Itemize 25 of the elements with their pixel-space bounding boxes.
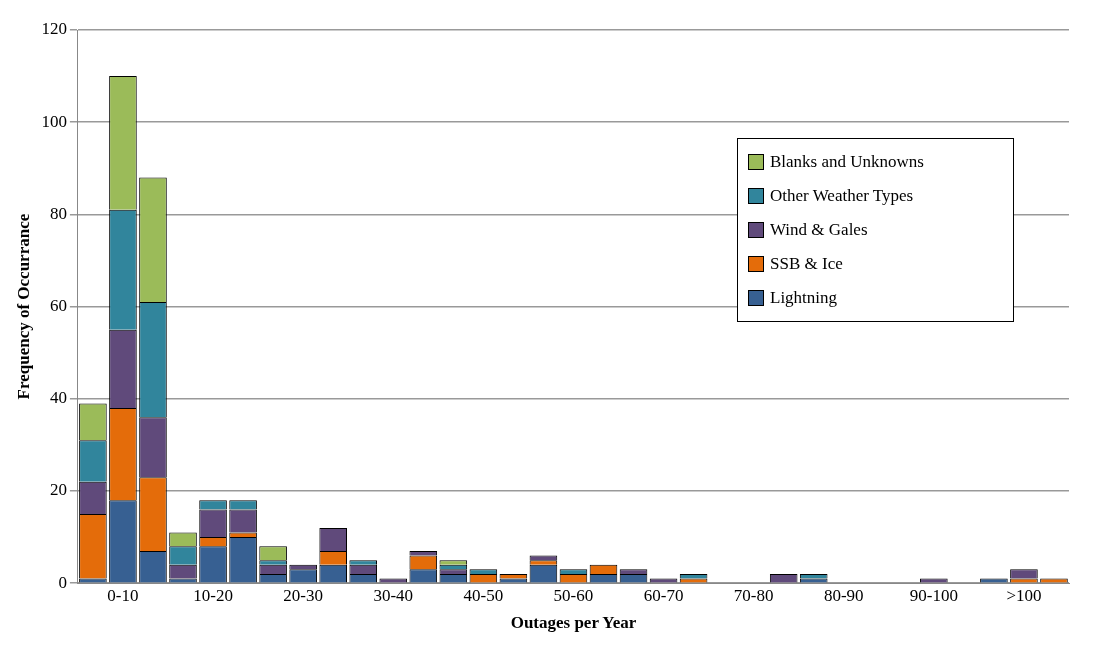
x-tick-label: 70-80 xyxy=(733,585,774,605)
y-tick-label: 120 xyxy=(41,19,67,39)
x-tick-label: 90-100 xyxy=(909,585,958,605)
y-tick-label: 20 xyxy=(49,480,67,500)
y-tick-label: 100 xyxy=(41,111,67,131)
x-tick-label: 0-10 xyxy=(107,585,139,605)
x-axis-title: Outages per Year xyxy=(510,613,637,633)
x-tick-label: >100 xyxy=(1006,585,1042,605)
y-tick-label: 60 xyxy=(49,296,67,316)
legend-label: Blanks and Unknowns xyxy=(770,152,924,172)
y-axis-title: Frequency of Occurrance xyxy=(13,213,33,400)
legend-label: SSB & Ice xyxy=(770,254,843,274)
x-tick-label: 60-70 xyxy=(643,585,684,605)
x-tick-label: 80-90 xyxy=(823,585,864,605)
x-tick-label: 20-30 xyxy=(283,585,323,605)
y-tick-label: 40 xyxy=(49,388,67,408)
legend-label: Lightning xyxy=(770,288,838,308)
x-tick-label: 10-20 xyxy=(193,585,233,605)
y-tick-label: 0 xyxy=(58,572,67,592)
x-tick-label: 50-60 xyxy=(553,585,594,605)
legend-label: Wind & Gales xyxy=(770,220,868,240)
x-tick-label: 30-40 xyxy=(373,585,414,605)
legend-label: Other Weather Types xyxy=(770,186,914,206)
x-tick-label: 40-50 xyxy=(463,585,504,605)
y-tick-label: 80 xyxy=(49,203,67,223)
